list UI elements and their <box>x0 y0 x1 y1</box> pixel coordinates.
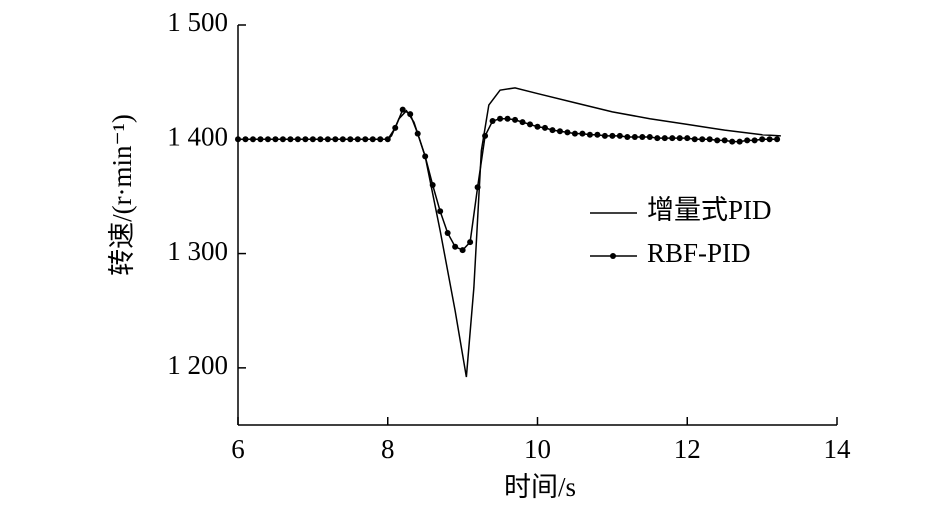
data-point <box>721 137 728 144</box>
data-point <box>556 128 563 135</box>
data-point <box>504 115 511 122</box>
data-point <box>729 138 736 145</box>
data-point <box>249 136 256 143</box>
data-point <box>774 136 781 143</box>
data-point <box>317 136 324 143</box>
data-point <box>437 208 444 215</box>
data-point <box>706 136 713 143</box>
x-tick-label: 10 <box>524 434 551 464</box>
data-point <box>264 136 271 143</box>
data-point <box>534 123 541 130</box>
data-point <box>594 131 601 138</box>
y-axis-label: 转速/(r·min⁻¹) <box>107 114 137 276</box>
data-point <box>616 132 623 139</box>
data-point <box>354 136 361 143</box>
data-point <box>736 138 743 145</box>
data-point <box>766 136 773 143</box>
data-point <box>362 136 369 143</box>
data-point <box>287 136 294 143</box>
data-point <box>242 136 249 143</box>
data-point <box>332 136 339 143</box>
data-point <box>392 124 399 131</box>
data-point <box>272 136 279 143</box>
data-point <box>527 121 534 128</box>
data-point <box>474 184 481 191</box>
x-tick-label: 12 <box>674 434 701 464</box>
data-point <box>609 132 616 139</box>
data-point <box>669 135 676 142</box>
data-point <box>676 135 683 142</box>
data-point <box>601 132 608 139</box>
data-point <box>399 106 406 113</box>
data-point <box>586 131 593 138</box>
data-point <box>759 136 766 143</box>
data-point <box>751 137 758 144</box>
x-tick-label: 8 <box>381 434 395 464</box>
data-point <box>579 130 586 137</box>
data-point <box>414 130 421 137</box>
y-tick-label: 1 300 <box>167 236 228 266</box>
legend-marker <box>610 253 616 259</box>
data-point <box>624 134 631 140</box>
data-point <box>294 136 301 143</box>
series-line <box>238 108 778 252</box>
data-point <box>714 137 721 144</box>
data-point <box>384 136 391 143</box>
data-point <box>444 230 451 236</box>
data-point <box>309 136 316 143</box>
data-point <box>497 115 504 122</box>
data-point <box>279 136 286 143</box>
data-point <box>369 136 376 143</box>
data-point <box>631 134 638 140</box>
data-point <box>422 153 429 160</box>
x-tick-label: 6 <box>231 434 245 464</box>
data-point <box>639 134 646 140</box>
data-point <box>482 132 489 139</box>
data-point <box>324 136 331 143</box>
y-tick-label: 1 200 <box>167 350 228 380</box>
y-tick-label: 1 500 <box>167 7 228 37</box>
data-point <box>571 130 578 137</box>
data-point <box>564 129 571 136</box>
data-point <box>549 127 556 134</box>
data-point <box>646 134 653 140</box>
legend-label: RBF-PID <box>647 238 751 268</box>
data-point <box>467 239 474 246</box>
legend-label: 增量式PID <box>647 195 772 225</box>
y-tick-label: 1 400 <box>167 121 228 151</box>
data-point <box>691 136 698 143</box>
data-point <box>654 135 661 142</box>
data-point <box>235 136 241 143</box>
data-point <box>459 247 466 254</box>
data-point <box>489 118 496 124</box>
data-point <box>699 136 706 143</box>
data-point <box>661 135 668 142</box>
data-point <box>347 136 354 143</box>
data-point <box>257 136 264 143</box>
data-point <box>377 136 384 143</box>
data-point <box>339 136 346 143</box>
data-point <box>429 182 436 188</box>
series-line <box>238 87 781 378</box>
data-point <box>519 119 526 126</box>
data-point <box>541 124 548 131</box>
data-point <box>452 243 459 250</box>
data-point <box>407 111 414 118</box>
data-point <box>512 116 519 123</box>
data-point <box>684 135 691 142</box>
x-axis-label: 时间/s <box>504 472 576 502</box>
data-point <box>302 136 309 143</box>
x-tick-label: 14 <box>824 434 852 464</box>
data-point <box>744 137 751 144</box>
